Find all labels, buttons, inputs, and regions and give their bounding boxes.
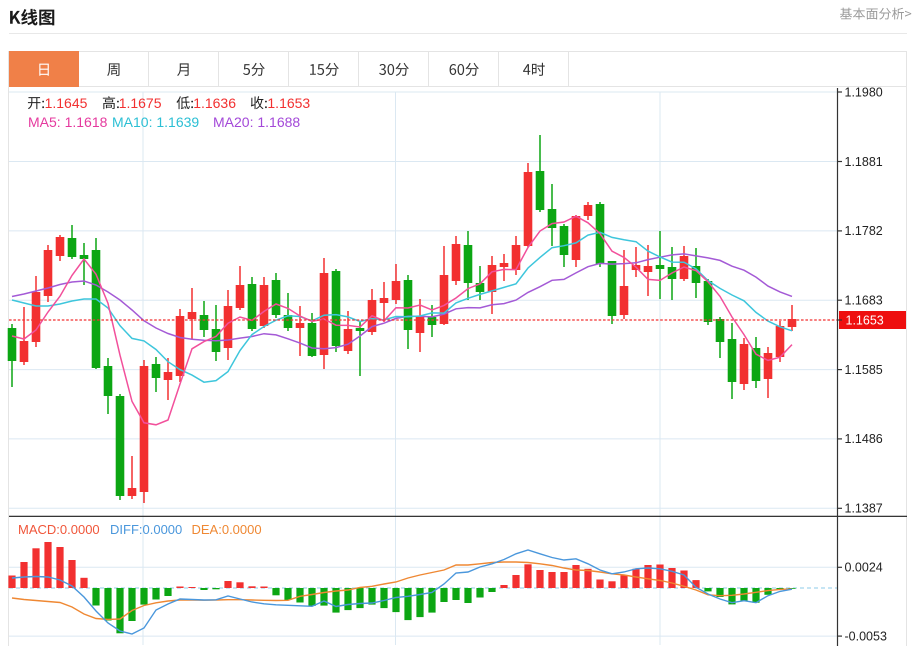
svg-text:MA20: 1.1688: MA20: 1.1688 xyxy=(213,114,300,130)
svg-text:DEA:0.0000: DEA:0.0000 xyxy=(192,522,262,537)
svg-text:1.1585: 1.1585 xyxy=(845,363,883,377)
svg-text:1.1653: 1.1653 xyxy=(267,95,310,111)
svg-text:MA10: 1.1639: MA10: 1.1639 xyxy=(112,114,199,130)
svg-text:-0.0053: -0.0053 xyxy=(845,629,887,643)
svg-text:1.1645: 1.1645 xyxy=(45,95,88,111)
svg-text:1.1675: 1.1675 xyxy=(119,95,162,111)
svg-text:1.1387: 1.1387 xyxy=(845,502,883,516)
svg-text:1.1881: 1.1881 xyxy=(845,155,883,169)
svg-text:DIFF:0.0000: DIFF:0.0000 xyxy=(110,522,182,537)
svg-text:1.1486: 1.1486 xyxy=(845,432,883,446)
svg-text:1.1782: 1.1782 xyxy=(845,224,883,238)
svg-text:MA5: 1.1618: MA5: 1.1618 xyxy=(28,114,108,130)
svg-text:0.0024: 0.0024 xyxy=(845,561,883,575)
svg-text:1.1980: 1.1980 xyxy=(845,85,883,99)
svg-text:MACD:0.0000: MACD:0.0000 xyxy=(18,522,100,537)
svg-text:1.1636: 1.1636 xyxy=(193,95,236,111)
svg-text:1.1653: 1.1653 xyxy=(846,313,884,327)
svg-text:1.1683: 1.1683 xyxy=(845,294,883,308)
